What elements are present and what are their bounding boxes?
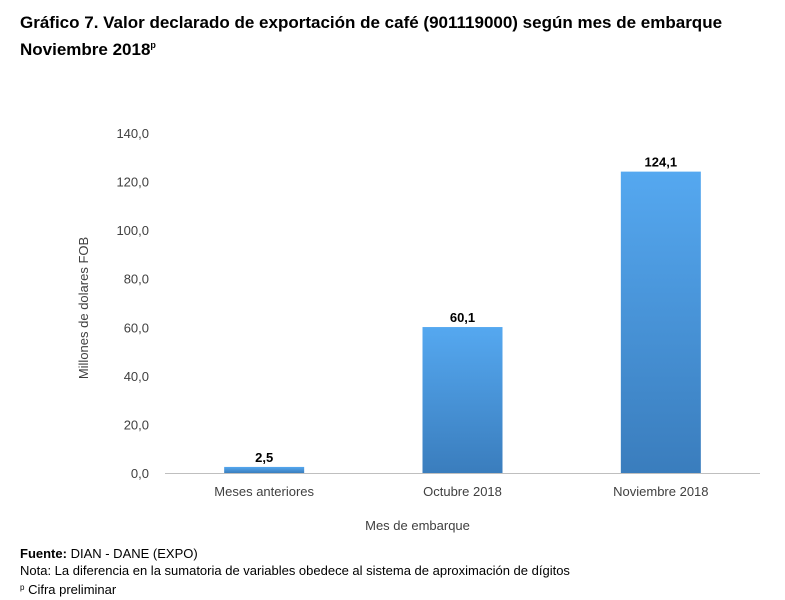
source-line: Fuente: DIAN - DANE (EXPO) (20, 545, 570, 562)
preliminary-line: p Cifra preliminar (20, 579, 570, 598)
chart-title: Gráfico 7. Valor declarado de exportació… (20, 12, 722, 61)
source-label: Fuente: (20, 546, 67, 561)
x-tick-label: Meses anteriores (214, 484, 314, 499)
y-axis-ticks: 0,0 20,0 40,0 60,0 80,0 100,0 120,0 140,0 (116, 126, 149, 481)
bar-octubre-2018 (422, 327, 503, 473)
chart-title-line2: Noviembre 2018p (20, 34, 722, 61)
data-label: 2,5 (255, 450, 273, 465)
y-tick-label: 120,0 (116, 175, 149, 190)
footer: Fuente: DIAN - DANE (EXPO) Nota: La dife… (20, 545, 570, 598)
chart-title-line1: Gráfico 7. Valor declarado de exportació… (20, 13, 723, 32)
note-line: Nota: La diferencia en la sumatoria de v… (20, 563, 570, 578)
source-text: DIAN - DANE (EXPO) (66, 546, 198, 561)
y-tick-label: 100,0 (116, 223, 149, 238)
y-tick-label: 0,0 (131, 466, 149, 481)
x-axis-title: Mes de embarque (365, 518, 470, 533)
chart-title-date: Noviembre 2018 (20, 40, 151, 59)
y-axis-title: Millones de dolares FOB (76, 237, 91, 379)
preliminary-text: Cifra preliminar (24, 582, 117, 597)
y-tick-label: 20,0 (124, 417, 149, 432)
y-tick-label: 60,0 (124, 320, 149, 335)
y-tick-label: 40,0 (124, 369, 149, 384)
preliminary-mark: p (20, 583, 25, 592)
data-label: 60,1 (450, 310, 475, 325)
x-axis-ticks: Meses anteriores Octubre 2018 Noviembre 20… (214, 484, 708, 499)
data-label: 124,1 (645, 155, 678, 170)
preliminary-superscript: p (150, 40, 156, 50)
bar-noviembre-2018 (620, 171, 701, 473)
bars: 2,5 60,1 124,1 (224, 155, 701, 473)
y-tick-label: 80,0 (124, 272, 149, 287)
bar-meses-anteriores (224, 466, 305, 473)
y-tick-label: 140,0 (116, 126, 149, 141)
x-tick-label: Octubre 2018 (423, 484, 502, 499)
x-tick-label: Noviembre 2018 (613, 484, 708, 499)
bar-chart: 0,0 20,0 40,0 60,0 80,0 100,0 120,0 140,0 2,5 60… (76, 126, 760, 533)
